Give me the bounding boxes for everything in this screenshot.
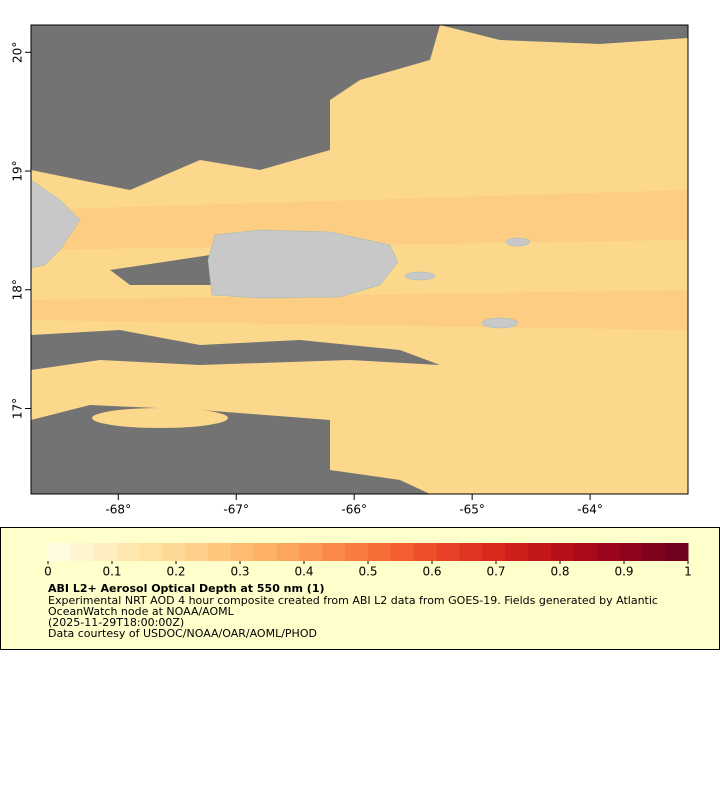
colorbar-swatch <box>573 543 598 561</box>
colorbar-swatch <box>482 543 506 561</box>
colorbar-swatch <box>665 543 689 561</box>
colorbar-swatch <box>596 543 620 561</box>
note: Data courtesy of USDOC/NOAA/OAR/AOML/PHO… <box>48 627 317 640</box>
map <box>30 24 689 495</box>
legend-title: ABI L2+ Aerosol Optical Depth at 550 nm … <box>48 582 325 595</box>
colorbar-tick-label: 0.3 <box>230 565 249 579</box>
colorbar-swatch <box>230 543 255 561</box>
y-tick-label: 18° <box>11 279 25 300</box>
colorbar-tick-label: 0.5 <box>358 565 377 579</box>
colorbar-swatch <box>208 543 232 561</box>
colorbar-tick-label: 0.9 <box>614 565 633 579</box>
colorbar-tick-label: 0 <box>44 565 52 579</box>
colorbar-swatch <box>436 543 460 561</box>
colorbar-tick-label: 1 <box>684 565 692 579</box>
colorbar-swatch <box>185 543 209 561</box>
colorbar-swatch <box>299 543 323 561</box>
colorbar-swatch <box>322 543 346 561</box>
aod-patch <box>31 190 688 330</box>
colorbar-swatch <box>528 543 552 561</box>
colorbar-tick-label: 0.7 <box>486 565 505 579</box>
land <box>30 179 531 329</box>
colorbar-swatch <box>48 543 72 561</box>
colorbar-swatch <box>550 543 575 561</box>
colorbar-tick-label: 0.4 <box>294 565 313 579</box>
colorbar-swatch <box>162 543 186 561</box>
y-tick-label: 17° <box>11 398 25 419</box>
aod-patch <box>92 408 228 428</box>
no-data <box>31 25 688 494</box>
colorbar-tick-label: 0.2 <box>166 565 185 579</box>
colorbar-swatch <box>368 543 392 561</box>
colorbar-swatch <box>619 543 643 561</box>
y-tick-label: 20° <box>11 42 25 63</box>
colorbar-tick-label: 0.8 <box>550 565 569 579</box>
colorbar-swatch <box>390 543 415 561</box>
x-tick-label: -67° <box>223 503 249 517</box>
colorbar-swatch <box>70 543 95 561</box>
colorbar-tick-label: 0.1 <box>102 565 121 579</box>
colorbar-swatch <box>345 543 369 561</box>
x-tick-label: -68° <box>105 503 131 517</box>
colorbar-tick-label: 0.6 <box>422 565 441 579</box>
colorbar-swatch <box>139 543 163 561</box>
colorbar-swatch <box>505 543 529 561</box>
colorbar-swatch <box>253 543 278 561</box>
colorbar-swatch <box>413 543 438 561</box>
x-tick-label: -65° <box>459 503 485 517</box>
colorbar-swatch <box>459 543 483 561</box>
note: (2025-11-29T18:00:00Z) <box>48 616 184 629</box>
colorbar-swatch <box>276 543 300 561</box>
note: OceanWatch node at NOAA/AOML <box>48 605 235 618</box>
colorbar-swatch <box>642 543 666 561</box>
note: Experimental NRT AOD 4 hour composite cr… <box>48 594 658 607</box>
x-tick-label: -66° <box>341 503 367 517</box>
x-tick-label: -64° <box>577 503 603 517</box>
colorbar-swatch <box>116 543 140 561</box>
colorbar-swatch <box>93 543 118 561</box>
y-tick-label: 19° <box>11 160 25 181</box>
map-frame <box>30 24 689 495</box>
